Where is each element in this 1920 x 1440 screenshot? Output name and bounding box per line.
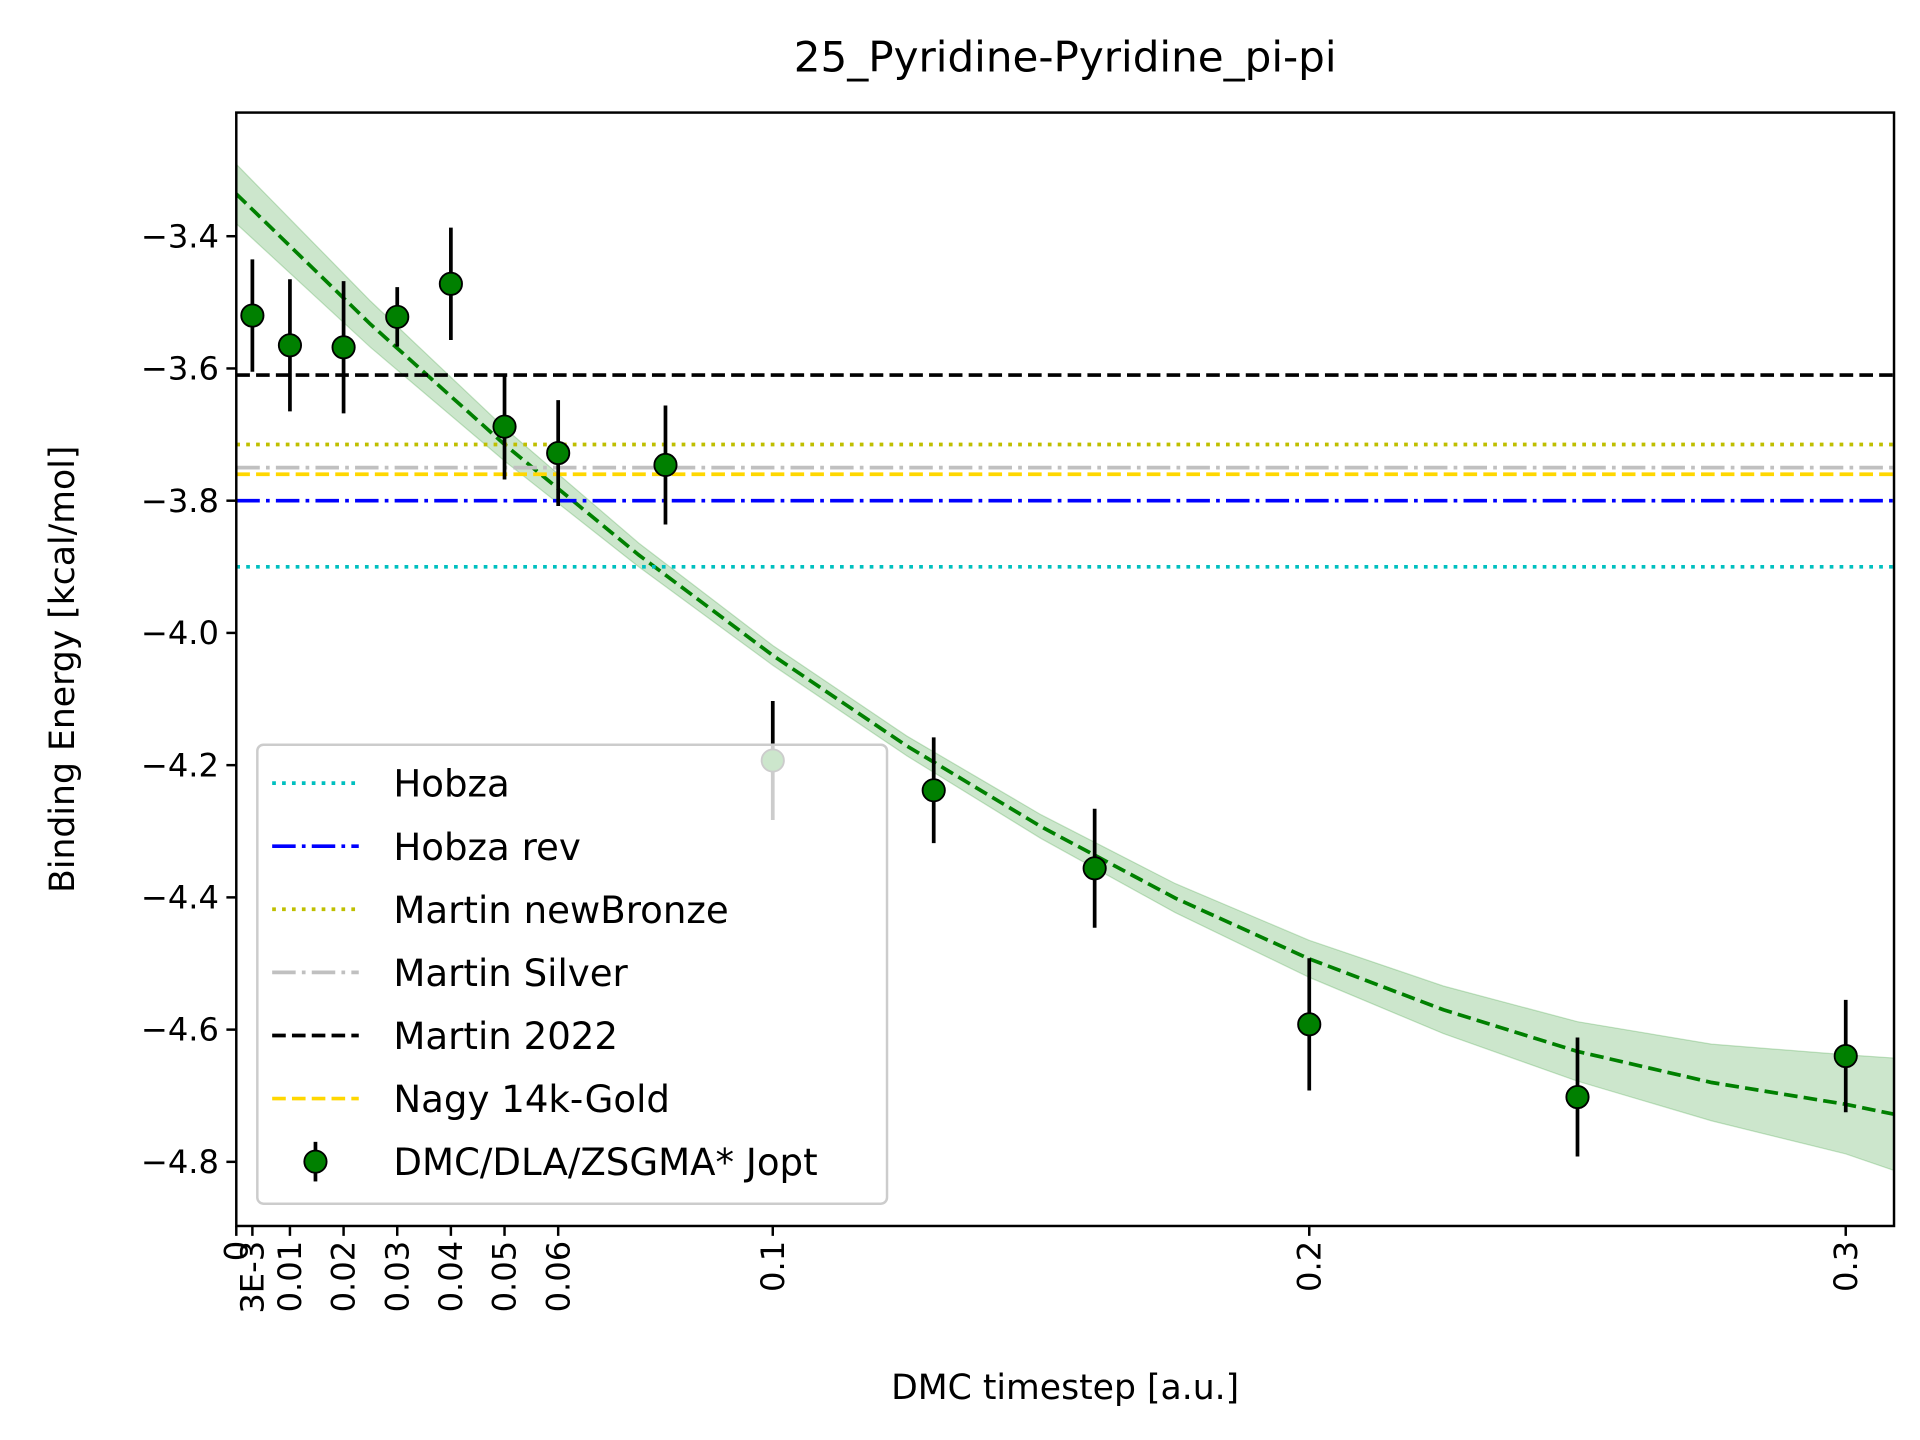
- legend-label: Hobza: [393, 763, 509, 806]
- axes-frame: [235, 111, 1896, 1228]
- y-tick-label: −4.2: [141, 746, 219, 784]
- y-tick-label: −3.6: [141, 350, 219, 388]
- x-axis-label: DMC timestep [a.u.]: [891, 1368, 1239, 1408]
- x-tick-label: 0.03: [378, 1241, 416, 1313]
- fit-line: [236, 192, 1895, 1117]
- x-tick-label: 0.05: [486, 1241, 524, 1313]
- y-tick-label: −4.6: [141, 1011, 219, 1049]
- x-tick-label: 3E-3: [234, 1241, 272, 1314]
- y-axis-label: Binding Energy [kcal/mol]: [43, 446, 83, 893]
- data-point: [277, 333, 302, 358]
- y-tick-label: −4.0: [141, 614, 219, 652]
- x-tick-label: 0.04: [432, 1241, 470, 1313]
- data-point: [1297, 1012, 1322, 1037]
- y-tick-label: −4.8: [141, 1143, 219, 1181]
- data-point: [492, 414, 517, 439]
- data-point: [331, 335, 356, 360]
- data-point: [385, 304, 410, 329]
- data-point: [546, 441, 571, 466]
- data-point: [438, 271, 463, 296]
- legend-label: Nagy 14k-Gold: [393, 1078, 670, 1121]
- x-tick-label: 0.06: [539, 1241, 577, 1313]
- data-point: [1565, 1084, 1590, 1110]
- y-tick-label: −3.8: [141, 482, 219, 520]
- legend-label: Hobza rev: [393, 826, 580, 869]
- y-tick-label: −3.4: [141, 217, 219, 255]
- data-point: [1833, 1043, 1858, 1069]
- chart-title: 25_Pyridine-Pyridine_pi-pi: [794, 33, 1337, 82]
- x-tick-label: 0.02: [325, 1241, 363, 1313]
- data-point: [653, 452, 678, 478]
- x-tick-label: 0.2: [1290, 1241, 1328, 1292]
- legend: Hobza Hobza rev Martin newBronze Martin Sil…: [256, 743, 889, 1205]
- legend-swatch: [303, 1149, 328, 1174]
- data-point: [921, 778, 946, 803]
- x-tick-label: 0.01: [271, 1241, 309, 1313]
- legend-label: Martin Silver: [393, 952, 628, 995]
- legend-label: Martin 2022: [393, 1015, 618, 1058]
- legend-label: DMC/DLA/ZSGMA* Jopt: [393, 1141, 817, 1184]
- plot-area: [236, 163, 1895, 1172]
- y-tick-label: −4.4: [141, 879, 219, 917]
- legend-box: [256, 743, 889, 1205]
- data-point: [1082, 856, 1107, 881]
- x-tick-label: 0: [217, 1241, 255, 1261]
- fit-band: [236, 163, 1895, 1172]
- x-tick-label: 0.3: [1827, 1241, 1865, 1292]
- data-point: [240, 303, 265, 328]
- legend-label: Martin newBronze: [393, 889, 728, 932]
- x-tick-label: 0.1: [754, 1241, 792, 1292]
